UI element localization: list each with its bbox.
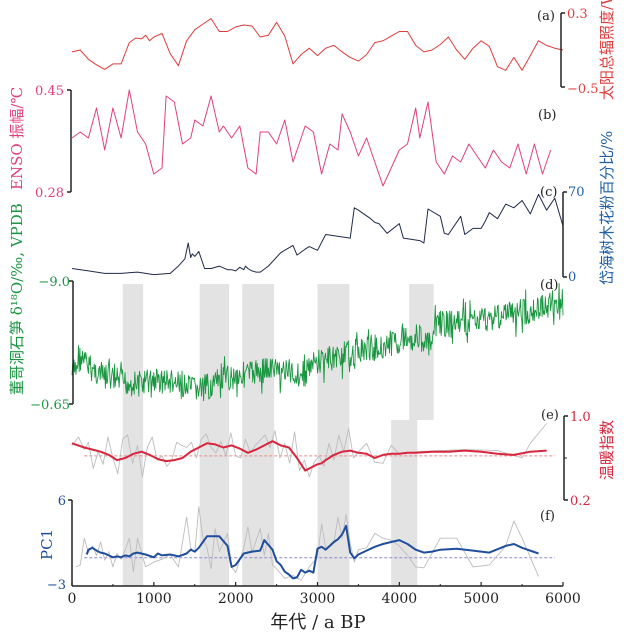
shaded-period — [317, 284, 350, 586]
x-tick-label: 2000 — [218, 591, 254, 607]
panel-e-label: (e) — [541, 408, 559, 423]
panel-b-ytick-top: 0.45 — [35, 84, 64, 99]
panel-e — [71, 423, 555, 478]
panel-d-axis: −9.0 −0.65 (d) 董哥洞石笋 δ¹⁸O/‰, VPDB — [8, 203, 558, 413]
panel-b-axis: 0.45 0.28 (b) ENSO 振幅/℃ — [8, 84, 556, 201]
x-tick-label: 5000 — [463, 591, 499, 607]
panel-a-ytick-bottom: −0.5 — [567, 82, 599, 97]
panel-d-ytick-bottom: −0.65 — [30, 398, 70, 413]
shaded-period-upper — [409, 284, 434, 420]
x-tick-label: 4000 — [382, 591, 418, 607]
smoothed-series-line-f — [85, 524, 539, 580]
panel-b-ylabel: ENSO 振幅/℃ — [8, 87, 26, 190]
x-tick-label: 6000 — [545, 591, 581, 607]
panel-a-ytick-top: 0.3 — [567, 7, 588, 22]
series-line-b — [71, 89, 552, 187]
panel-a-label: (a) — [537, 9, 555, 24]
panel-b — [71, 89, 552, 187]
panel-d-label: (d) — [540, 278, 558, 293]
panel-a — [71, 18, 564, 71]
panel-d — [71, 283, 564, 402]
panel-c — [71, 193, 564, 276]
smoothed-series-line-e — [71, 440, 547, 472]
panel-a-axis: 0.3 −0.5 (a) 太阳总辐照度/W·m⁻² — [537, 0, 616, 100]
panel-f-label: (f) — [540, 509, 555, 524]
panel-f-axis: 6 −3 (f) PC1 — [38, 494, 555, 593]
x-axis-label: 年代 / a BP — [270, 612, 365, 633]
panel-e-axis: 1.0 0.2 (e) 温暖指数 — [541, 408, 616, 509]
raw-series-line-e — [71, 423, 547, 478]
x-tick-label: 0 — [68, 591, 77, 607]
series-line-d — [71, 283, 564, 402]
x-axis: 0 1000 2000 3000 4000 5000 6000 年代 / a BP — [68, 582, 581, 633]
series-line-a — [71, 18, 564, 71]
panel-b-label: (b) — [538, 108, 556, 123]
panel-e-ylabel: 温暖指数 — [598, 420, 616, 480]
x-tick-label: 1000 — [136, 591, 172, 607]
panel-e-ytick-bottom: 0.2 — [570, 494, 591, 509]
panel-c-label: (c) — [540, 185, 557, 200]
panel-e-ytick-top: 1.0 — [570, 410, 591, 425]
panel-c-ytick-bottom: 0 — [568, 270, 576, 285]
panel-b-ytick-bottom: 0.28 — [35, 186, 64, 201]
x-tick-label: 3000 — [300, 591, 336, 607]
panel-c-axis: 70 0 (c) 岱海树木花粉百分比/% — [540, 131, 616, 285]
panel-f-ylabel: PC1 — [38, 529, 56, 560]
series-line-c — [71, 193, 564, 276]
raw-series-line-f — [75, 506, 539, 581]
shaded-period-lower — [391, 420, 418, 586]
panel-a-ylabel: 太阳总辐照度/W·m⁻² — [598, 0, 616, 100]
panel-f — [75, 506, 555, 581]
panel-d-ytick-top: −9.0 — [38, 275, 70, 290]
panel-f-ytick-top: 6 — [58, 494, 66, 509]
shaded-period — [122, 284, 144, 586]
shaded-periods — [122, 284, 434, 586]
panel-d-ylabel: 董哥洞石笋 δ¹⁸O/‰, VPDB — [8, 203, 26, 395]
panel-f-ytick-bottom: −3 — [47, 578, 66, 593]
panel-c-ytick-top: 70 — [568, 185, 585, 200]
panel-c-ylabel: 岱海树木花粉百分比/% — [598, 131, 616, 285]
